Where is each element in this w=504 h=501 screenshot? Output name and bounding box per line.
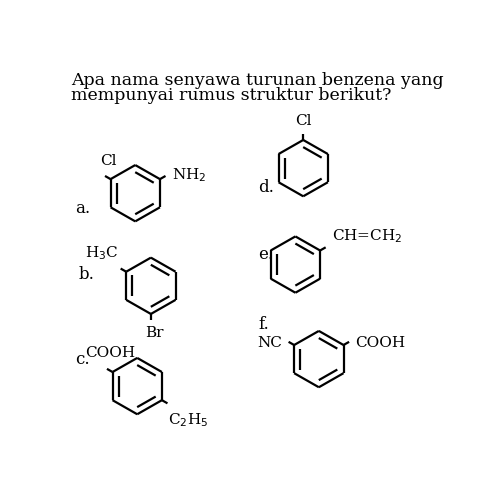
Text: Br: Br — [146, 326, 164, 340]
Text: NC: NC — [258, 336, 282, 350]
Text: Cl: Cl — [295, 114, 311, 128]
Text: a.: a. — [75, 200, 90, 217]
Text: COOH: COOH — [355, 336, 405, 350]
Text: Cl: Cl — [100, 154, 117, 167]
Text: e.: e. — [258, 246, 274, 264]
Text: CH=CH$_2$: CH=CH$_2$ — [332, 227, 402, 244]
Text: COOH: COOH — [86, 347, 136, 360]
Text: C$_2$H$_5$: C$_2$H$_5$ — [168, 412, 208, 429]
Text: NH$_2$: NH$_2$ — [172, 166, 206, 184]
Text: mempunyai rumus struktur berikut?: mempunyai rumus struktur berikut? — [71, 87, 391, 104]
Text: Apa nama senyawa turunan benzena yang: Apa nama senyawa turunan benzena yang — [71, 72, 444, 89]
Text: b.: b. — [79, 266, 94, 283]
Text: d.: d. — [258, 179, 274, 196]
Text: f.: f. — [258, 316, 269, 333]
Text: H$_3$C: H$_3$C — [85, 244, 118, 262]
Text: c.: c. — [75, 351, 89, 368]
